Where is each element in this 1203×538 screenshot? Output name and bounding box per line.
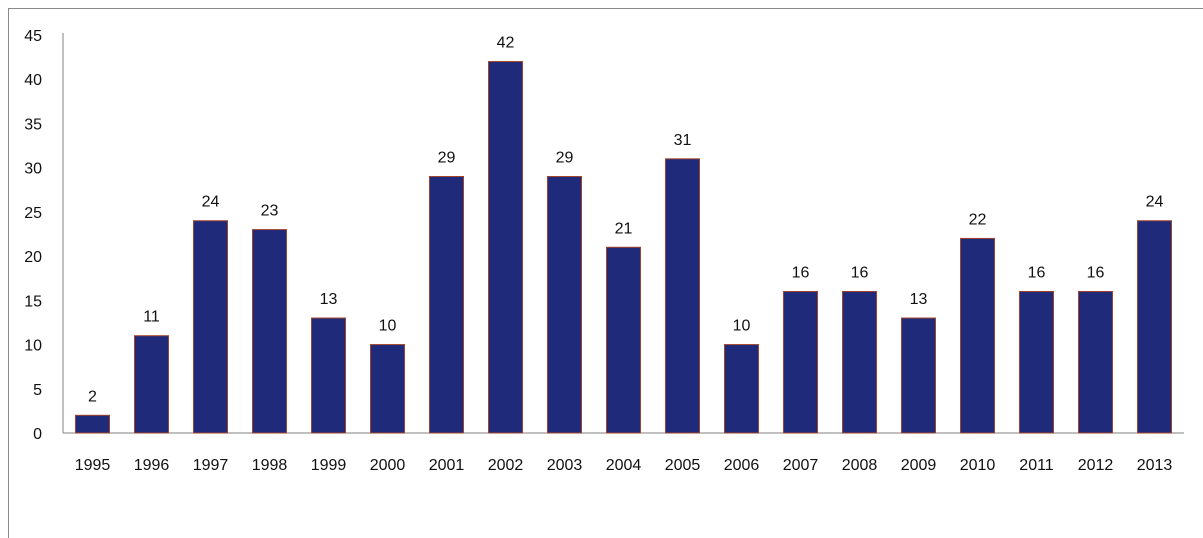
bar — [370, 344, 405, 434]
bar — [252, 229, 287, 434]
bars — [75, 61, 1172, 434]
x-tick-label: 2010 — [960, 457, 996, 474]
y-tick-label: 25 — [24, 205, 42, 222]
x-tick-label: 2006 — [724, 457, 760, 474]
data-label: 11 — [143, 309, 160, 326]
data-label: 10 — [733, 318, 751, 335]
data-label: 29 — [556, 150, 574, 167]
x-axis: 1995 1996 1997 1998 1999 2000 2001 2002 2003 2004… — [63, 432, 1184, 474]
x-tick-label: 2007 — [783, 457, 819, 474]
y-tick-label: 35 — [24, 116, 42, 133]
data-labels: 2 11 24 23 13 10 29 42 29 21 31 10 16 16 13 22 16 16 24 — [88, 35, 1163, 406]
data-label: 23 — [261, 203, 279, 220]
bar — [606, 246, 641, 434]
data-label: 29 — [438, 150, 456, 167]
bar — [724, 344, 759, 434]
y-tick-label: 10 — [24, 338, 42, 355]
y-axis: 0 5 10 15 20 25 30 35 40 45 — [24, 28, 64, 443]
x-tick-label: 2001 — [429, 457, 465, 474]
data-label: 10 — [379, 318, 397, 335]
x-tick-label: 2000 — [370, 457, 406, 474]
data-label: 13 — [320, 291, 338, 308]
x-tick-label: 1998 — [252, 457, 288, 474]
data-label: 13 — [910, 291, 928, 308]
data-label: 22 — [969, 211, 987, 228]
y-tick-label: 40 — [24, 72, 42, 89]
bar — [488, 61, 523, 434]
bar — [1019, 290, 1054, 434]
data-label: 21 — [615, 220, 633, 237]
bar — [134, 335, 169, 434]
bar — [1078, 290, 1113, 434]
x-tick-label: 1997 — [193, 457, 229, 474]
x-tick-label: 2012 — [1078, 457, 1114, 474]
x-tick-label: 2003 — [547, 457, 583, 474]
y-tick-label: 20 — [24, 249, 42, 266]
bar — [665, 158, 700, 434]
data-label: 42 — [497, 35, 515, 52]
y-tick-label: 5 — [33, 382, 42, 399]
bar — [193, 220, 228, 434]
bar — [547, 176, 582, 434]
x-tick-label: 2008 — [842, 457, 878, 474]
data-label: 16 — [1087, 264, 1105, 281]
bar — [960, 237, 995, 434]
x-tick-label: 2013 — [1137, 457, 1173, 474]
data-label: 24 — [1146, 194, 1164, 211]
data-label: 31 — [674, 132, 692, 149]
data-label: 16 — [851, 264, 869, 281]
x-tick-label: 2011 — [1019, 457, 1054, 474]
x-tick-label: 2005 — [665, 457, 701, 474]
x-tick-label: 1996 — [134, 457, 170, 474]
bar — [1137, 220, 1172, 434]
bar — [901, 317, 936, 434]
x-tick-label: 2009 — [901, 457, 937, 474]
x-tick-label: 2002 — [488, 457, 524, 474]
x-tick-label: 1995 — [75, 457, 111, 474]
y-tick-label: 15 — [24, 293, 42, 310]
data-label: 2 — [88, 388, 97, 405]
x-tick-label: 2004 — [606, 457, 642, 474]
y-tick-label: 30 — [24, 161, 42, 178]
x-tick-label: 1999 — [311, 457, 347, 474]
bar — [842, 290, 877, 434]
bar — [783, 290, 818, 434]
y-tick-label: 45 — [24, 28, 42, 45]
bar — [75, 414, 110, 434]
bar — [429, 176, 464, 434]
data-label: 16 — [792, 264, 810, 281]
data-label: 16 — [1028, 264, 1046, 281]
data-label: 24 — [202, 194, 220, 211]
y-tick-label: 0 — [33, 426, 42, 443]
bar — [311, 317, 346, 434]
